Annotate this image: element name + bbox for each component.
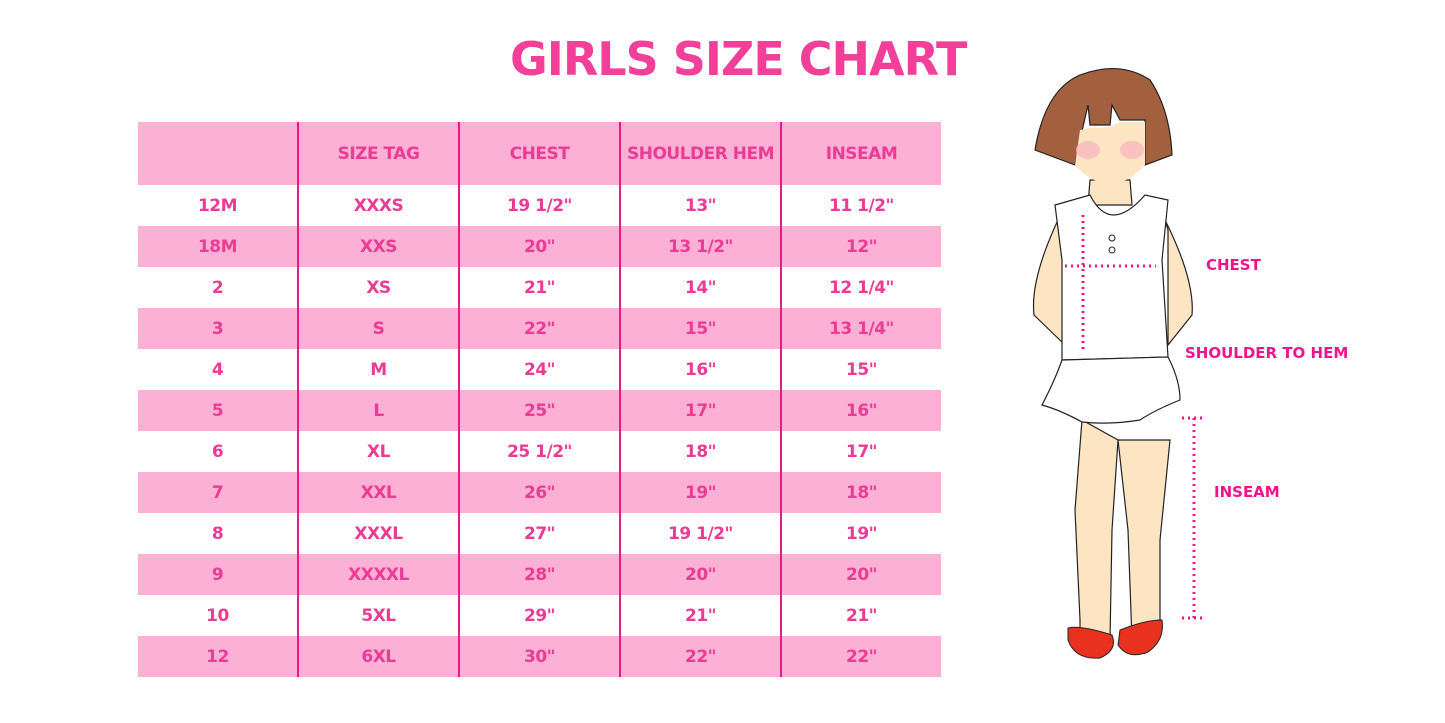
table-cell: 26" [458,472,620,513]
table-row: 5 L 25" 17" 16" [138,390,941,431]
table-cell: 21" [780,595,941,636]
table-cell: 22" [458,308,620,349]
table-row: 8 XXXL 27" 19 1/2" 19" [138,513,941,554]
table-cell: 6XL [297,636,459,677]
table-row: 18M XXS 20" 13 1/2" 12" [138,226,941,267]
table-cell: 25" [458,390,620,431]
table-cell: 20" [780,554,941,595]
table-cell: 16" [619,349,781,390]
table-cell: 19" [619,472,781,513]
column-header: SHOULDER HEM [619,122,781,185]
table-row: 7 XXL 26" 19" 18" [138,472,941,513]
table-cell: 15" [619,308,781,349]
table-cell: 5 [138,390,298,431]
table-cell: 28" [458,554,620,595]
table-cell: 18" [780,472,941,513]
table-cell: 27" [458,513,620,554]
size-table: SIZE TAG CHEST SHOULDER HEM INSEAM 12M XXXS 1… [138,122,941,677]
table-cell: 17" [619,390,781,431]
table-row: 4 M 24" 16" 15" [138,349,941,390]
table-cell: 13 1/2" [619,226,781,267]
table-cell: 14" [619,267,781,308]
column-header: INSEAM [780,122,941,185]
table-row: 3 S 22" 15" 13 1/4" [138,308,941,349]
column-header [138,122,298,185]
table-cell: 21" [458,267,620,308]
table-row: 2 XS 21" 14" 12 1/4" [138,267,941,308]
table-cell: 25 1/2" [458,431,620,472]
table-cell: 20" [619,554,781,595]
table-cell: 2 [211,277,224,298]
table-cell: 17" [780,431,941,472]
table-cell: 8 [211,523,224,544]
column-header: SIZE TAG [297,122,459,185]
table-cell: XL [297,431,459,472]
table-header: SIZE TAG CHEST SHOULDER HEM INSEAM [138,122,941,185]
table-cell: 12 [138,636,298,677]
table-cell: L [297,390,459,431]
table-cell: 11 1/2" [780,185,941,226]
table-cell: S [297,308,459,349]
table-cell: 29" [458,595,620,636]
table-cell: 30" [458,636,620,677]
table-cell: 7 [138,472,298,513]
table-cell: 12 1/4" [780,267,941,308]
table-cell: XXXL [297,513,459,554]
table-row: 6 XL 25 1/2" 18" 17" [138,431,941,472]
table-row: 12M XXXS 19 1/2" 13" 11 1/2" [138,185,941,226]
table-cell: 19" [780,513,941,554]
table-cell: 13" [619,185,781,226]
table-cell: 12M [197,195,238,216]
table-cell: XXS [297,226,459,267]
table-cell: 6 [211,441,224,462]
table-cell: 20" [458,226,620,267]
table-cell: 15" [780,349,941,390]
table-cell: 18" [619,431,781,472]
table-cell: 19 1/2" [458,185,620,226]
table-cell: 21" [619,595,781,636]
table-cell: XXL [297,472,459,513]
chest-label: CHEST [1206,256,1261,274]
table-row: 10 5XL 29" 21" 21" [138,595,941,636]
table-cell: M [297,349,459,390]
table-cell: 4 [211,359,224,380]
table-cell: XS [297,267,459,308]
table-row: 12 6XL 30" 22" 22" [138,636,941,677]
girl-figure-icon [1032,67,1202,659]
table-cell: 12" [780,226,941,267]
table-cell: 22" [780,636,941,677]
table-cell: 24" [458,349,620,390]
shoulder-to-hem-label: SHOULDER TO HEM [1185,344,1349,362]
page-title: GIRLS SIZE CHART [510,32,967,86]
table-cell: 19 1/2" [619,513,781,554]
table-cell: 13 1/4" [780,308,941,349]
table-cell: XXXS [297,185,459,226]
column-header: CHEST [458,122,620,185]
table-cell: 16" [780,390,941,431]
table-cell: 9 [138,554,298,595]
table-cell: 10 [206,605,229,626]
table-cell: 18M [138,226,298,267]
inseam-label: INSEAM [1214,483,1280,501]
table-cell: 5XL [297,595,459,636]
table-cell: 3 [138,308,298,349]
girl-measurement-illustration [1020,60,1370,674]
table-row: 9 XXXXL 28" 20" 20" [138,554,941,595]
table-cell: XXXXL [297,554,459,595]
table-cell: 22" [619,636,781,677]
